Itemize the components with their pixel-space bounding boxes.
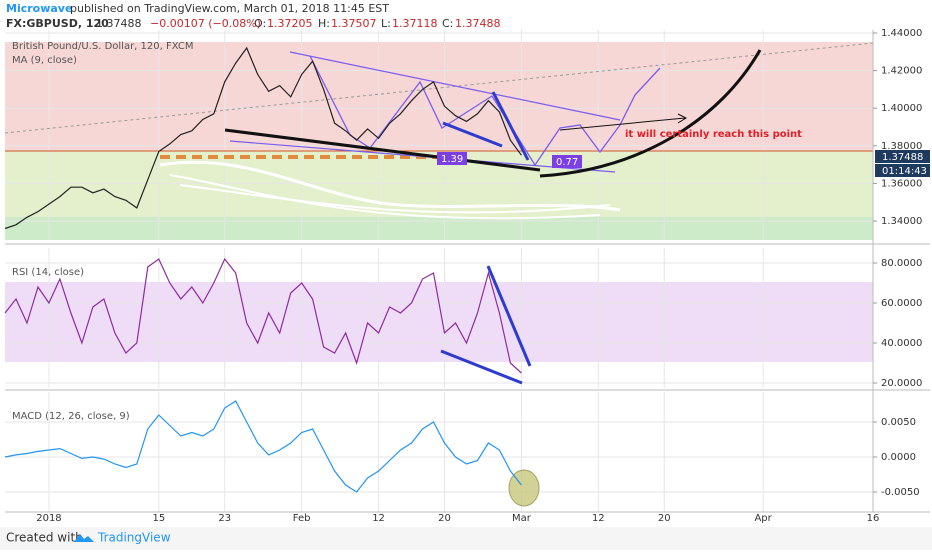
low: 1.37118 xyxy=(392,17,438,30)
panel-subtitle: MA (9, close) xyxy=(12,55,77,66)
open: 1.37205 xyxy=(267,17,313,30)
drawings xyxy=(4,42,874,507)
footer-bar xyxy=(0,527,932,550)
panel-title: British Pound/U.S. Dollar, 120, FXCM xyxy=(12,41,193,52)
x-tick-label: 2018 xyxy=(36,513,61,524)
red-zone xyxy=(5,42,873,150)
symbol: FX:GBPUSD, 120 xyxy=(6,17,109,30)
series-line xyxy=(4,257,522,374)
y-tick-label: 1.38000 xyxy=(881,141,922,152)
author[interactable]: Microwave xyxy=(6,2,72,15)
y-tick-label: 0.0000 xyxy=(881,452,916,463)
y-tick-label: 1.44000 xyxy=(881,28,922,39)
dark-green-zone xyxy=(5,217,873,240)
c-label: C: xyxy=(442,17,453,30)
y-tick-label: 80.0000 xyxy=(881,258,922,269)
x-tick-label: 16 xyxy=(867,513,880,524)
fib2: 0.77 xyxy=(556,157,578,168)
l-label: L: xyxy=(381,17,391,30)
x-tick-label: 23 xyxy=(218,513,231,524)
last: 1.37488 xyxy=(96,17,142,30)
footer-created: Created with xyxy=(6,531,83,545)
x-tick-label: 15 xyxy=(152,513,165,524)
h-label: H: xyxy=(318,17,330,30)
y-tick-label: 0.0050 xyxy=(881,417,916,428)
target-note: it will certainly reach this point xyxy=(625,129,802,140)
x-tick-label: Mar xyxy=(512,513,532,524)
y-tick-label: 60.0000 xyxy=(881,298,922,309)
y-tick-label: 20.0000 xyxy=(881,378,922,389)
y-tick-label: 1.34000 xyxy=(881,216,922,227)
logo xyxy=(74,534,94,542)
grid xyxy=(5,30,874,512)
change: −0.00107 (−0.08%) xyxy=(150,17,261,30)
high: 1.37507 xyxy=(331,17,377,30)
panel-title: RSI (14, close) xyxy=(12,267,84,278)
y-tick-label: 1.42000 xyxy=(881,66,922,77)
rsi-band xyxy=(5,282,873,362)
y-tick-label: 40.0000 xyxy=(881,338,922,349)
x-tick-label: 12 xyxy=(592,513,605,524)
x-tick-label: 12 xyxy=(372,513,385,524)
x-tick-label: 20 xyxy=(438,513,451,524)
series-line xyxy=(4,400,522,493)
x-tick-label: Apr xyxy=(754,513,772,524)
y-tick-label: 1.40000 xyxy=(881,103,922,114)
countdown: 01:14:43 xyxy=(882,166,927,177)
fib2-box xyxy=(552,155,582,168)
footer-brand[interactable]: TradingView xyxy=(97,531,171,545)
panel-title: MACD (12, 26, close, 9) xyxy=(12,411,130,422)
price-tag-box xyxy=(875,150,930,163)
o-label: O: xyxy=(254,17,266,30)
fib1-box xyxy=(437,152,467,165)
price-tag: 1.37488 xyxy=(882,152,923,163)
plots xyxy=(4,46,522,493)
close: 1.37488 xyxy=(455,17,501,30)
x-tick-label: Feb xyxy=(293,513,311,524)
countdown-box xyxy=(875,164,930,177)
y-tick-label: 1.36000 xyxy=(881,178,922,189)
x-tick-label: 20 xyxy=(658,513,671,524)
y-tick-label: -0.0050 xyxy=(881,487,920,498)
published: published on TradingView.com, March 01, … xyxy=(70,2,389,15)
series-line xyxy=(4,46,522,230)
fib1: 1.39 xyxy=(441,154,463,165)
